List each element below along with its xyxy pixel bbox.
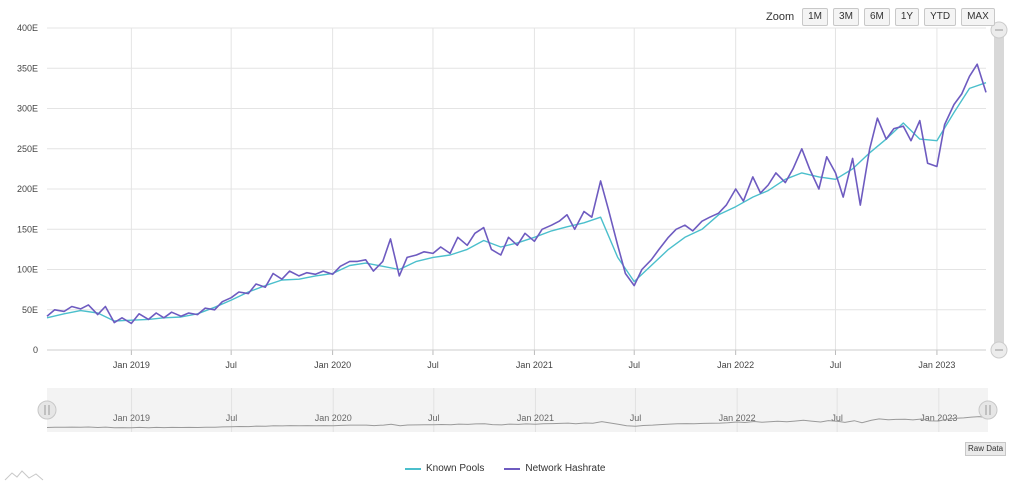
navigator-series-line — [46, 416, 989, 429]
navigator-tick-label: Jan 2019 — [113, 413, 150, 423]
raw-data-button[interactable]: Raw Data — [965, 442, 1007, 456]
navigator-right-handle[interactable] — [978, 400, 998, 420]
vertical-scrollbar[interactable] — [990, 21, 1008, 359]
navigator-tick-label: Jul — [226, 413, 238, 423]
legend-label-known-pools: Known Pools — [426, 463, 485, 474]
y-tick-label: 200E — [17, 184, 38, 194]
legend: Known Pools Network Hashrate — [405, 463, 605, 474]
grid-lines — [47, 27, 986, 350]
zoom-6m-button[interactable]: 6M — [863, 8, 890, 26]
zoom-label: Zoom — [766, 11, 795, 23]
navigator-tick-label: Jan 2021 — [517, 413, 554, 423]
x-tick-label: Jul — [628, 360, 640, 370]
y-tick-label: 50E — [22, 305, 38, 315]
x-tick-label: Jul — [427, 360, 439, 370]
navigator-tick-label: Jan 2020 — [315, 413, 352, 423]
y-tick-label: 100E — [17, 265, 38, 275]
chart-logo-icon — [4, 470, 44, 481]
navigator-tick-label: Jan 2023 — [920, 413, 957, 423]
y-tick-label: 300E — [17, 104, 38, 114]
zoom-1y-button[interactable]: 1Y — [894, 8, 920, 26]
legend-swatch-known-pools — [405, 467, 421, 470]
axes: 0 50E 100E 150E 200E 250E 300E 350E 400E Jan 2019… — [17, 23, 986, 370]
zoom-ytd-button[interactable]: YTD — [924, 8, 957, 26]
x-tick-label: Jan 2019 — [113, 360, 150, 370]
navigator-tick-label: Jul — [428, 413, 440, 423]
navigator-background[interactable] — [47, 388, 988, 432]
y-tick-label: 150E — [17, 224, 38, 234]
legend-label-network-hashrate: Network Hashrate — [525, 463, 606, 474]
zoom-controls: Zoom 1M 3M 6M 1Y YTD MAX — [766, 7, 995, 27]
y-tick-label: 350E — [17, 63, 38, 73]
zoom-1m-button[interactable]: 1M — [802, 8, 829, 26]
series-line-known-pools[interactable] — [46, 82, 987, 322]
legend-swatch-network-hashrate — [504, 467, 521, 470]
navigator-tick-label: Jul — [630, 413, 642, 423]
y-tick-label: 400E — [17, 23, 38, 33]
navigator-left-handle[interactable] — [37, 400, 57, 420]
x-tick-label: Jan 2021 — [516, 360, 553, 370]
series-line-network-hashrate[interactable] — [46, 63, 987, 325]
series-lines — [46, 63, 987, 325]
navigator[interactable]: Jan 2019 Jul Jan 2020 Jul Jan 2021 Jul Jan 202… — [37, 388, 998, 432]
y-tick-label: 250E — [17, 144, 38, 154]
y-tick-label: 0 — [33, 345, 38, 355]
zoom-max-button[interactable]: MAX — [961, 8, 995, 26]
x-tick-label: Jan 2020 — [314, 360, 351, 370]
x-tick-label: Jul — [830, 360, 842, 370]
navigator-tick-label: Jan 2022 — [719, 413, 756, 423]
legend-item-known-pools[interactable]: Known Pools — [405, 463, 484, 474]
legend-item-network-hashrate[interactable]: Network Hashrate — [504, 463, 605, 474]
x-tick-label: Jul — [225, 360, 237, 370]
navigator-tick-label: Jul — [831, 413, 843, 423]
zoom-3m-button[interactable]: 3M — [833, 8, 859, 26]
scrollbar-track[interactable] — [994, 30, 1004, 352]
x-tick-label: Jan 2022 — [717, 360, 754, 370]
x-tick-label: Jan 2023 — [918, 360, 955, 370]
